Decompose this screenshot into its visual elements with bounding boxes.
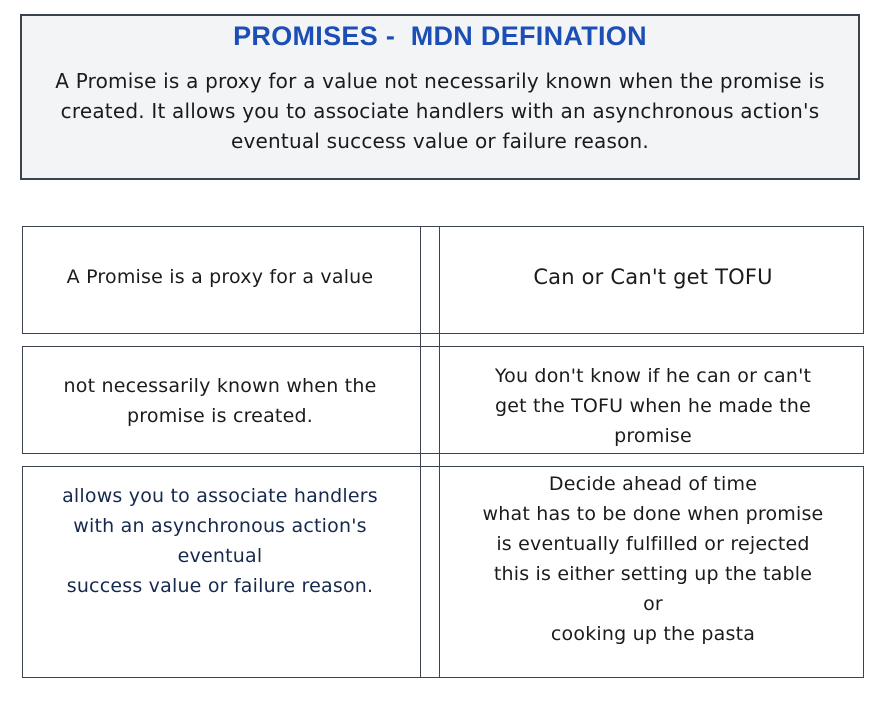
row-3-term-line: with an asynchronous action's — [73, 515, 367, 537]
row-1-analogy: Can or Can't get TOFU — [444, 262, 862, 292]
column-divider — [439, 226, 440, 678]
table-row — [22, 226, 864, 334]
table-row — [22, 466, 864, 678]
column-divider — [420, 226, 421, 678]
row-1-analogy-line: Can or Can't get TOFU — [533, 265, 773, 289]
row-3-analogy-line: or — [643, 593, 663, 615]
row-2-analogy-line: get the TOFU when he made the — [495, 395, 811, 417]
row-1-term: A Promise is a proxy for a value — [24, 262, 416, 292]
row-1-term-line: A Promise is a proxy for a value — [66, 266, 374, 288]
row-2-analogy: You don't know if he can or can't get th… — [444, 361, 862, 451]
row-2-analogy-line: You don't know if he can or can't — [494, 365, 812, 387]
row-3-analogy-line: Decide ahead of time — [548, 473, 758, 495]
row-3-analogy-line: cooking up the pasta — [550, 623, 756, 645]
row-3-analogy-line: is eventually fulfilled or rejected — [496, 533, 810, 555]
row-3-term: allows you to associate handlers with an… — [24, 481, 416, 601]
row-2-term-line: promise is created. — [127, 405, 313, 427]
row-2-analogy-line: promise — [614, 425, 692, 447]
row-3-term-line: success value or failure reason. — [66, 575, 374, 597]
row-3-term-line: eventual — [177, 545, 263, 567]
definition-body: A Promise is a proxy for a value not nec… — [55, 69, 825, 153]
definition-box: PROMISES - MDN DEFINATION A Promise is a… — [20, 14, 860, 180]
table-row — [22, 346, 864, 454]
row-2-term: not necessarily known when the promise i… — [24, 371, 416, 431]
row-3-analogy-line: this is either setting up the table — [493, 563, 813, 585]
row-3-analogy: Decide ahead of time what has to be done… — [444, 469, 862, 649]
row-3-term-line: allows you to associate handlers — [62, 485, 378, 507]
definition-title: PROMISES - MDN DEFINATION — [233, 21, 647, 51]
row-2-term-line: not necessarily known when the — [63, 375, 377, 397]
row-3-analogy-line: what has to be done when promise — [482, 503, 824, 525]
